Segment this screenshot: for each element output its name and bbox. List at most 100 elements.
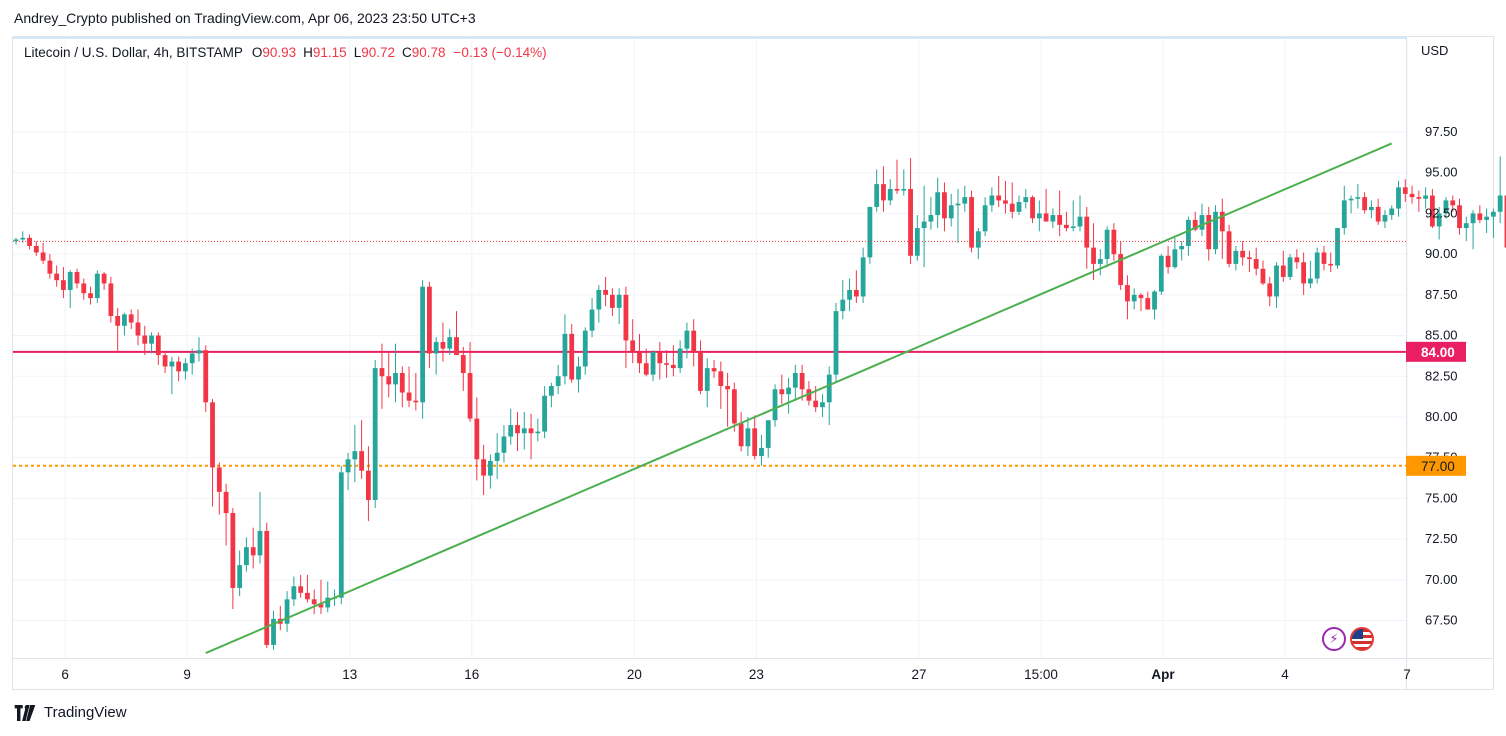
level-price-label: 84.00 (1421, 345, 1455, 360)
candle-down (1125, 285, 1130, 302)
candle-down (359, 451, 365, 471)
candle-down (467, 372, 473, 419)
candle-down (399, 372, 405, 393)
candle-down (33, 245, 39, 253)
candle-up (196, 350, 202, 354)
candle-down (250, 547, 256, 556)
price-tick-label: 95.00 (1425, 165, 1458, 180)
candle-down (1294, 257, 1300, 263)
price-tick-label: 72.50 (1425, 531, 1458, 546)
candle-down (1138, 294, 1144, 299)
time-tick-label: 4 (1281, 667, 1289, 682)
candle-down (603, 289, 608, 295)
candle-down (474, 418, 480, 460)
candle-down (1477, 213, 1483, 220)
currency-label[interactable]: USD (1421, 43, 1449, 58)
candle-down (515, 425, 520, 434)
candle-up (1050, 215, 1056, 222)
candle-down (1192, 219, 1198, 230)
candle-up (271, 618, 276, 645)
time-tick-label: 9 (183, 667, 191, 682)
candle-down (1206, 215, 1212, 250)
candle-down (738, 423, 744, 447)
chart-event-flags: ⚡ (1322, 627, 1374, 651)
candle-down (210, 402, 215, 468)
candle-down (311, 599, 317, 605)
candle-down (27, 237, 32, 246)
candle-up (589, 309, 595, 331)
price-tick-label: 90.00 (1425, 246, 1458, 261)
horizontal-levels (13, 350, 1406, 467)
candle-up (542, 395, 548, 432)
candle-up (1436, 213, 1442, 227)
candle-up (962, 197, 968, 204)
candle-up (1490, 211, 1496, 217)
candle-up (989, 195, 995, 206)
candle-down (1280, 265, 1286, 277)
bolt-event-icon[interactable]: ⚡ (1322, 627, 1346, 651)
price-tick-label: 80.00 (1425, 409, 1458, 424)
candle-down (779, 389, 785, 395)
candle-down (1165, 255, 1171, 268)
candle-down (1043, 213, 1049, 222)
candle-up (596, 289, 602, 310)
candle-down (969, 197, 974, 248)
candle-down (1247, 257, 1252, 260)
candle-up (1036, 213, 1042, 219)
candle-up (1016, 202, 1022, 212)
us-flag-icon[interactable] (1350, 627, 1374, 651)
candle-down (115, 316, 121, 326)
candle-down (230, 513, 236, 588)
candle-up (1274, 265, 1279, 297)
candle-down (88, 293, 93, 299)
candle-up (928, 215, 934, 222)
candle-down (528, 428, 534, 434)
candle-down (1267, 283, 1273, 297)
candle-up (677, 348, 683, 369)
time-tick-label: 16 (464, 667, 479, 682)
candle-down (135, 322, 141, 336)
candle-up (840, 299, 846, 312)
candle-down (657, 351, 663, 364)
candle-up (494, 452, 500, 461)
price-tick-label: 70.00 (1425, 572, 1458, 587)
candle-down (1450, 200, 1456, 206)
candle-up (1497, 195, 1503, 212)
candle-down (1301, 262, 1307, 284)
candle-down (1003, 200, 1008, 204)
candle-up (1382, 215, 1388, 222)
trendline-layer (205, 142, 1393, 654)
candle-up (149, 335, 154, 344)
candle-up (955, 203, 961, 206)
candle-down (386, 376, 392, 385)
candle-up (189, 353, 195, 364)
candle-down (413, 400, 419, 403)
open-label: O (251, 45, 263, 60)
candle-up (1023, 197, 1029, 203)
candle-down (1253, 259, 1259, 269)
trendline (205, 142, 1393, 654)
candle-down (670, 364, 676, 369)
candle-down (1409, 193, 1415, 198)
candle-down (630, 340, 636, 352)
candle-up (847, 289, 852, 300)
time-axis: 6 9 13 16 20 23 27 15:00 Apr 4 7 (61, 667, 1410, 682)
candle-up (420, 286, 426, 403)
candle-up (1423, 195, 1429, 199)
candle-down (81, 283, 87, 294)
candle-up (833, 311, 839, 375)
candle-up (237, 565, 243, 588)
candle-down (318, 604, 324, 608)
candle-up (1104, 229, 1110, 260)
candle-down (216, 467, 222, 492)
candle-down (1118, 254, 1124, 286)
candle-down (799, 372, 805, 390)
candle-up (1077, 216, 1083, 227)
candle-up (345, 459, 351, 473)
candle-down (1321, 252, 1327, 264)
candle-down (1084, 216, 1090, 248)
candle-up (1213, 211, 1218, 250)
price-tick-label: 75.00 (1425, 490, 1458, 505)
high-value: 91.15 (312, 45, 347, 60)
